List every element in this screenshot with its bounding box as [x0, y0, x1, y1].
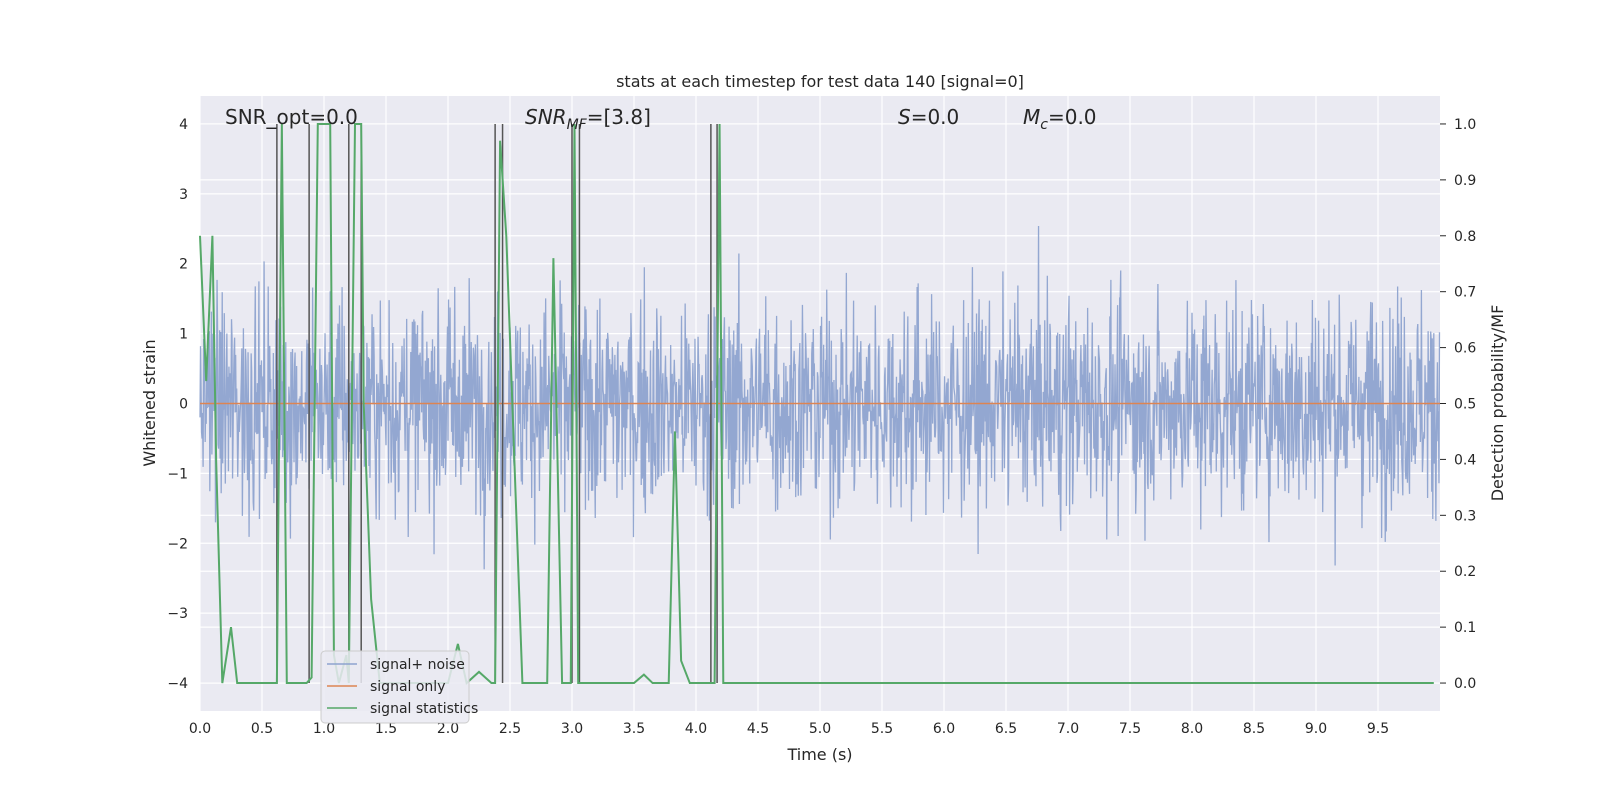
y-tick-label: 2: [179, 257, 188, 273]
y2-tick-label: 0.3: [1454, 508, 1476, 524]
x-tick-label: 1.5: [375, 721, 397, 737]
x-tick-label: 8.5: [1243, 721, 1265, 737]
annotation-mc-value: =0.0: [1048, 105, 1097, 129]
annotation-snr-opt: SNR_opt=0.0: [225, 105, 358, 129]
x-tick-label: 0.0: [189, 721, 211, 737]
series-signal-noise: [199, 225, 1441, 570]
x-tick-label: 6.0: [933, 721, 955, 737]
x-tick-label: 3.0: [561, 721, 583, 737]
y2-tick-label: 1.0: [1454, 117, 1476, 133]
y2-tick-label: 0.2: [1454, 564, 1476, 580]
y-tick-label: 1: [179, 327, 188, 343]
y-axis-title: Whitened strain: [140, 339, 159, 466]
x-tick-label: 5.0: [809, 721, 831, 737]
y-tick-label: 4: [179, 117, 188, 133]
x-tick-label: 3.5: [623, 721, 645, 737]
y-axis-ticks: 4 3 2 1 0 −1 −2 −3 −4: [167, 117, 188, 692]
annotation-snr-mf: SNRMF=[3.8]: [525, 105, 651, 133]
noise-line: [199, 225, 1441, 570]
annotation-snr-mf-symbol: SNR: [525, 105, 567, 129]
y2-tick-label: 0.9: [1454, 173, 1476, 189]
x-axis-title: Time (s): [786, 745, 852, 764]
y-tick-label: 3: [179, 187, 188, 203]
x-tick-label: 8.0: [1181, 721, 1203, 737]
x-tick-label: 6.5: [995, 721, 1017, 737]
y2-tick-label: 0.7: [1454, 285, 1476, 301]
legend-label-signal-only: signal only: [370, 679, 445, 695]
x-tick-label: 0.5: [251, 721, 273, 737]
x-tick-label: 1.0: [313, 721, 335, 737]
y2-tick-label: 0.5: [1454, 397, 1476, 413]
y-tick-label: 0: [179, 397, 188, 413]
annotation-s-symbol: S: [898, 105, 911, 129]
y2-axis-title: Detection probability/MF: [1488, 305, 1507, 502]
y2-tick-label: 0.8: [1454, 229, 1476, 245]
x-tick-label: 4.5: [747, 721, 769, 737]
legend: signal+ noise signal only signal statist…: [320, 650, 478, 724]
x-tick-label: 9.0: [1305, 721, 1327, 737]
legend-label-signal-statistics: signal statistics: [370, 701, 478, 717]
annotation-s-value: =0.0: [911, 105, 960, 129]
annotation-snr-mf-subscript: MF: [567, 117, 588, 133]
x-tick-label: 7.0: [1057, 721, 1079, 737]
x-tick-label: 4.0: [685, 721, 707, 737]
y-tick-label: −4: [167, 676, 188, 692]
annotation-snr-mf-value: =[3.8]: [587, 105, 651, 129]
y2-tick-label: 0.1: [1454, 620, 1476, 636]
y-tick-label: −3: [167, 606, 188, 622]
y2-tick-label: 0.6: [1454, 341, 1476, 357]
x-tick-label: 9.5: [1367, 721, 1389, 737]
y-tick-label: −1: [167, 466, 188, 482]
y2-tick-label: 0.0: [1454, 676, 1476, 692]
legend-frame: [320, 650, 470, 724]
y-tick-label: −2: [167, 536, 188, 552]
x-tick-label: 2.5: [499, 721, 521, 737]
legend-label-signal-noise: signal+ noise: [370, 657, 465, 673]
x-tick-label: 7.5: [1119, 721, 1141, 737]
annotation-mc-subscript: c: [1040, 117, 1048, 133]
x-tick-label: 5.5: [871, 721, 893, 737]
chart-title: stats at each timestep for test data 140…: [616, 72, 1024, 91]
y2-tick-label: 0.4: [1454, 452, 1476, 468]
annotation-mc: Mc=0.0: [1023, 105, 1097, 133]
annotation-s: S=0.0: [898, 105, 959, 129]
annotation-mc-symbol: M: [1023, 105, 1040, 129]
y2-axis-ticks: 1.0 0.9 0.8 0.7 0.6 0.5 0.4 0.3 0.2 0.1 0.0: [1440, 117, 1476, 692]
x-tick-label: 2.0: [437, 721, 459, 737]
x-axis-ticks: 0.0 0.5 1.0 1.5 2.0 2.5 3.0 3.5 4.0 4.5 5.0 5.5 6.0 6…: [189, 721, 1389, 737]
